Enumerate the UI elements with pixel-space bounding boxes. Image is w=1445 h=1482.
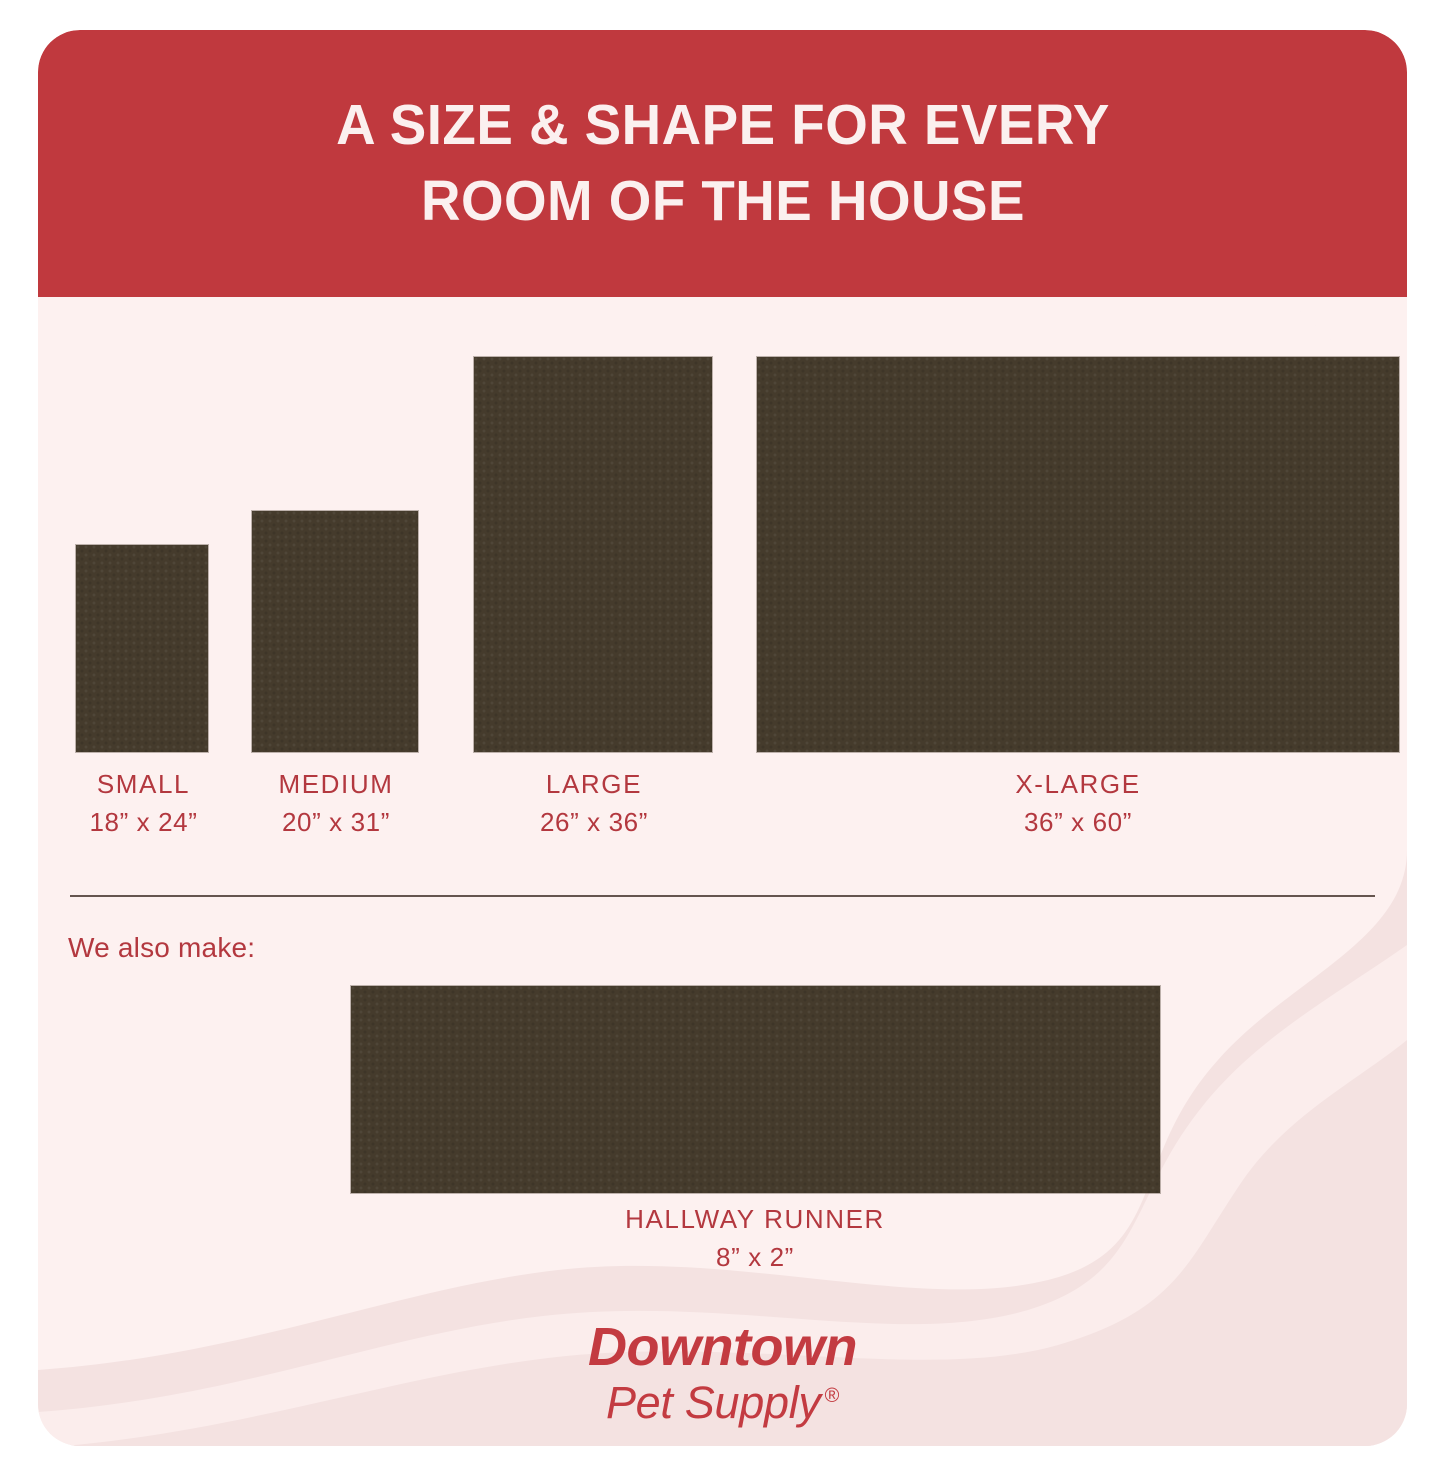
also-make-intro: We also make:: [68, 932, 256, 963]
size-name-xlarge: X-LARGE: [1015, 769, 1141, 799]
mat-swatch-medium: [252, 511, 418, 752]
mat-swatch-xlarge: [757, 357, 1399, 752]
size-chart-card: A SIZE & SHAPE FOR EVERY ROOM OF THE HOU…: [38, 30, 1407, 1446]
size-label-xlarge: X-LARGE 36” x 60”: [980, 768, 1176, 840]
brand-logo: Downtown Pet Supply ®: [38, 1320, 1407, 1428]
mat-swatch-large: [474, 357, 712, 752]
mat-swatch-small: [76, 545, 208, 752]
size-label-medium: MEDIUM 20” x 31”: [238, 768, 434, 840]
size-name-hallway-runner: HALLWAY RUNNER: [625, 1204, 885, 1234]
registered-trademark-icon: ®: [824, 1385, 840, 1407]
brand-name-primary: Downtown: [588, 1317, 857, 1377]
size-label-small: SMALL 18” x 24”: [46, 768, 241, 840]
page-title: A SIZE & SHAPE FOR EVERY ROOM OF THE HOU…: [335, 93, 1110, 233]
brand-name-secondary: Pet Supply ®: [38, 1377, 1407, 1428]
size-name-large: LARGE: [545, 769, 643, 799]
size-dims-xlarge: 36” x 60”: [1023, 807, 1132, 838]
brand-name-secondary-text: Pet Supply: [605, 1377, 821, 1428]
size-dims-hallway-runner: 8” x 2”: [716, 1242, 794, 1273]
header-banner: A SIZE & SHAPE FOR EVERY ROOM OF THE HOU…: [38, 30, 1407, 297]
size-label-large: LARGE 26” x 36”: [496, 768, 692, 840]
section-divider: [70, 895, 1375, 897]
size-dims-medium: 20” x 31”: [281, 807, 390, 838]
size-name-small: SMALL: [96, 769, 191, 799]
size-label-hallway-runner: HALLWAY RUNNER 8” x 2”: [555, 1203, 955, 1275]
size-dims-small: 18” x 24”: [89, 807, 198, 838]
mat-swatch-hallway-runner: [351, 986, 1160, 1193]
size-name-medium: MEDIUM: [278, 769, 394, 799]
size-dims-large: 26” x 36”: [539, 807, 648, 838]
